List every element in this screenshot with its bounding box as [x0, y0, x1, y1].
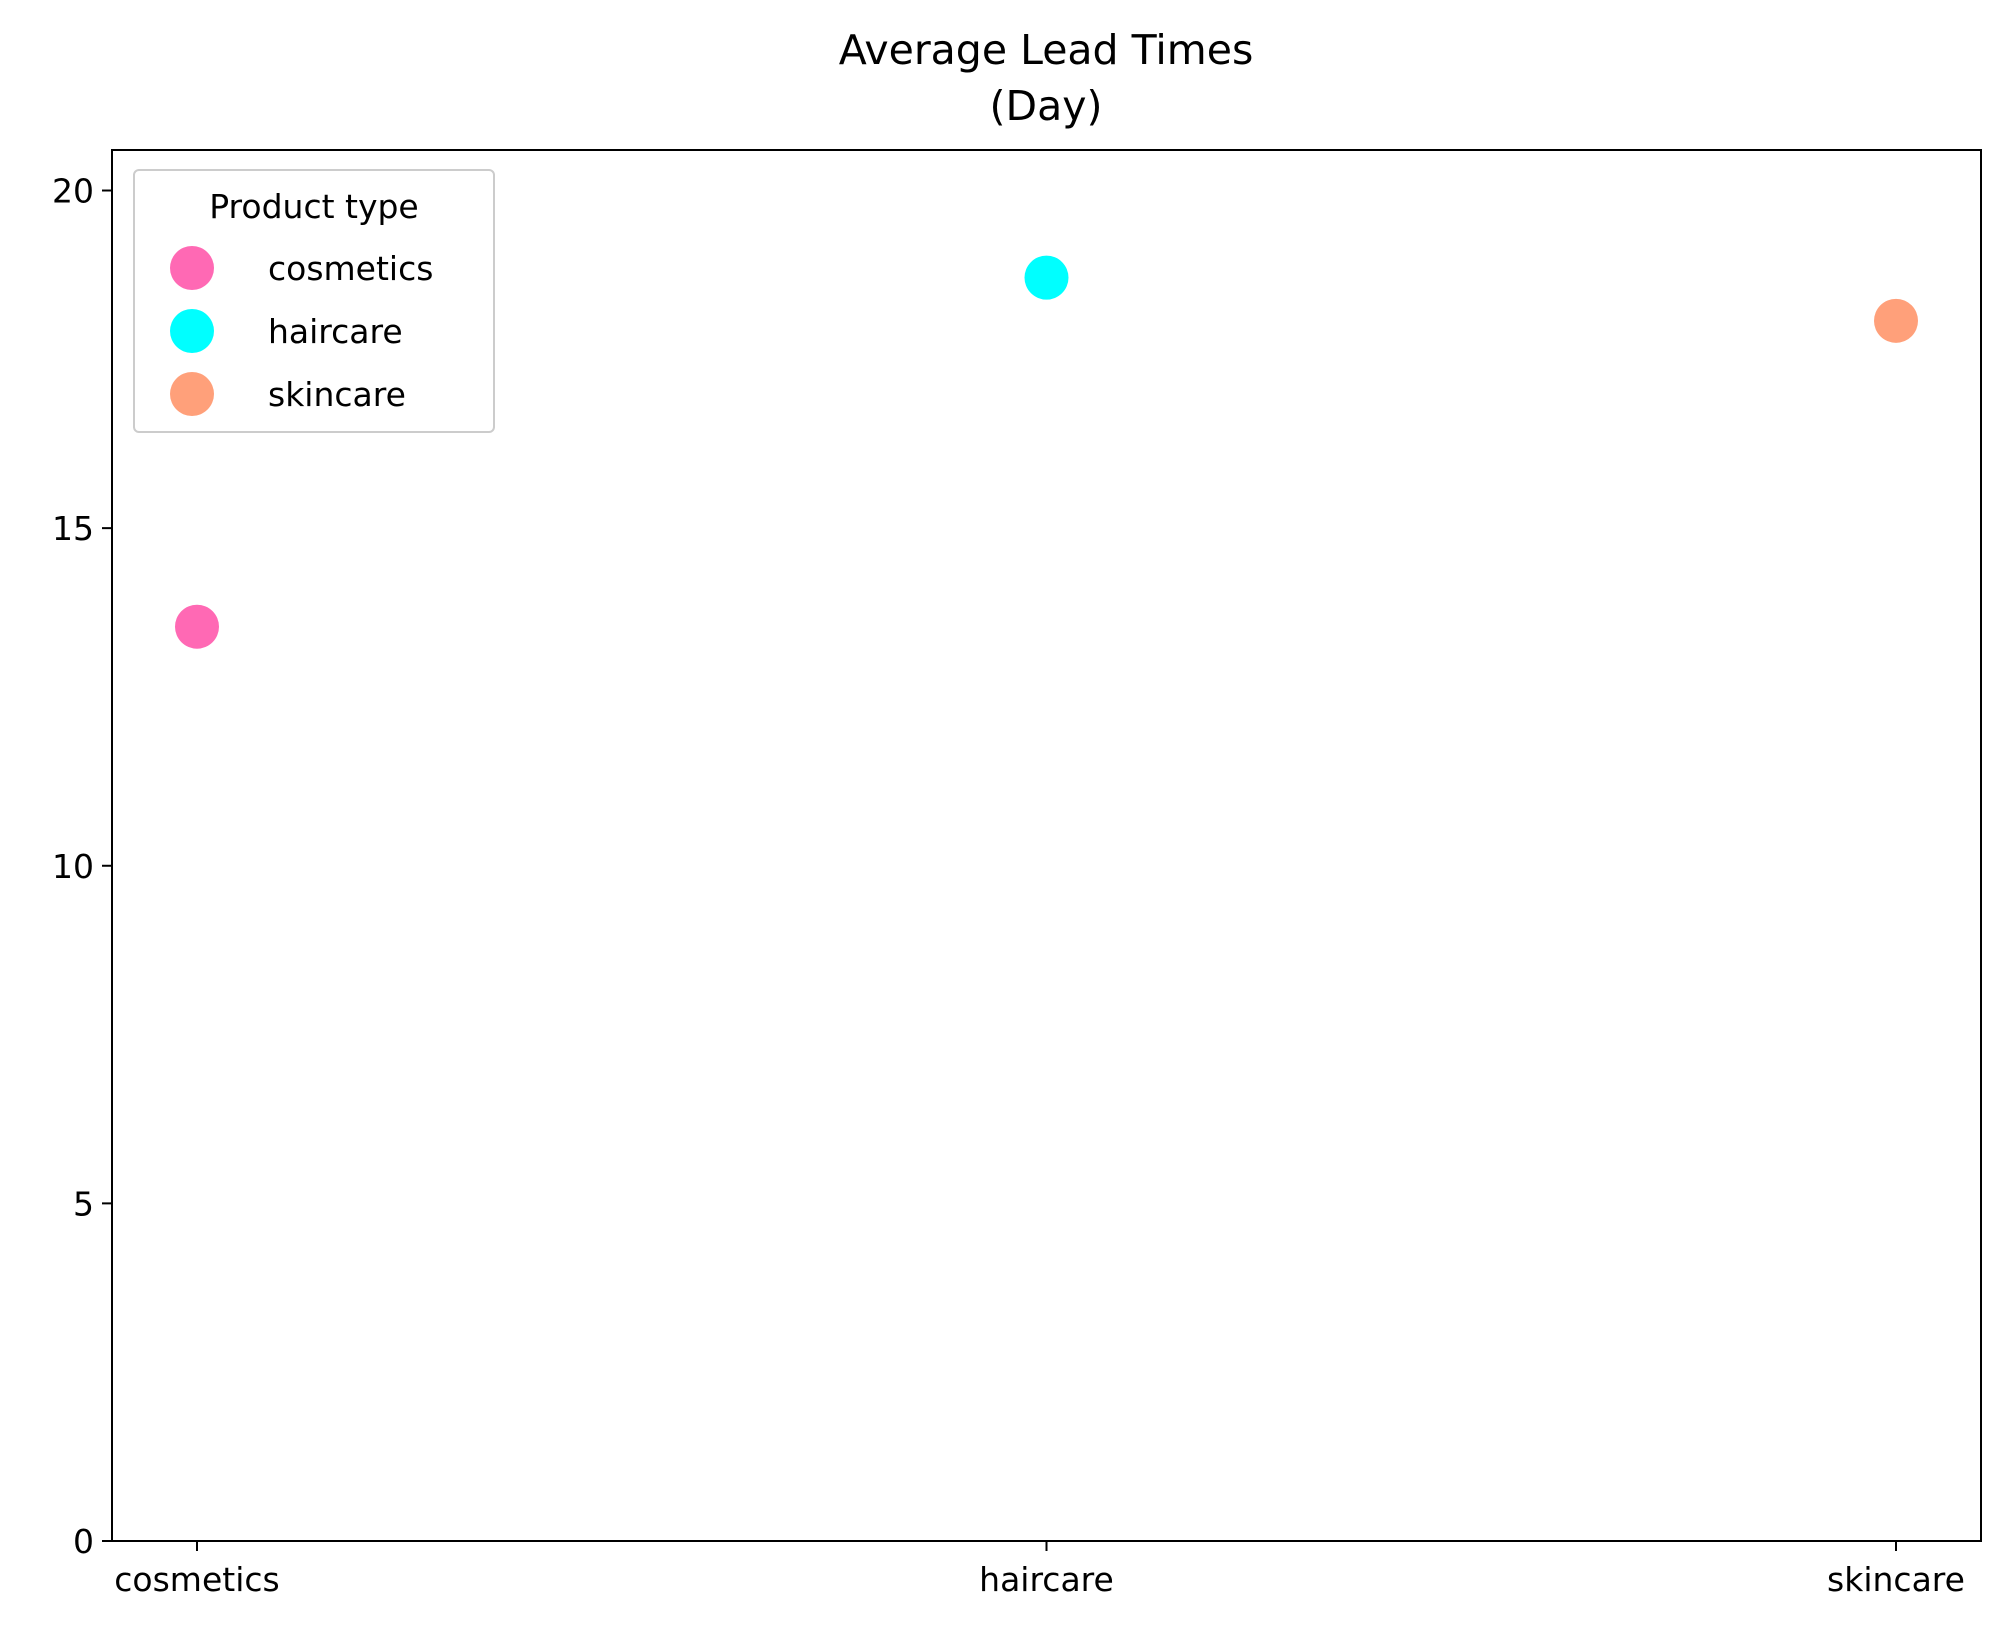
chart-title-line-1: Average Lead Times	[839, 26, 1254, 74]
point-haircare	[1024, 255, 1069, 300]
legend-label-cosmetics: cosmetics	[268, 249, 433, 288]
legend-label-haircare: haircare	[268, 312, 403, 351]
y-tick-label: 5	[73, 1184, 94, 1223]
point-skincare	[1874, 298, 1918, 343]
y-tick-label: 15	[52, 509, 94, 548]
plot-frame	[111, 149, 1982, 1542]
legend-box	[133, 169, 495, 433]
y-axis: 0 5 10 15 20	[52, 172, 112, 1561]
legend-marker-skincare	[170, 372, 214, 416]
data-points	[175, 255, 1918, 649]
y-tick-label: 20	[52, 172, 94, 211]
x-tick-label: cosmetics	[114, 1560, 279, 1599]
legend-marker-cosmetics	[170, 246, 214, 290]
chart-title-line-2: (Day)	[990, 82, 1103, 130]
legend: Product type cosmetics haircare skincare	[133, 169, 495, 433]
legend-label-skincare: skincare	[268, 375, 406, 414]
legend-marker-haircare	[170, 309, 214, 353]
y-tick-label: 0	[73, 1522, 94, 1561]
x-tick-label: haircare	[979, 1560, 1114, 1599]
x-tick-label: skincare	[1827, 1560, 1965, 1599]
point-cosmetics	[175, 604, 219, 649]
x-axis: cosmetics haircare skincare	[114, 1541, 1965, 1599]
y-tick-label: 10	[52, 847, 94, 886]
legend-entries: cosmetics haircare skincare	[170, 246, 433, 416]
legend-title: Product type	[209, 187, 419, 226]
